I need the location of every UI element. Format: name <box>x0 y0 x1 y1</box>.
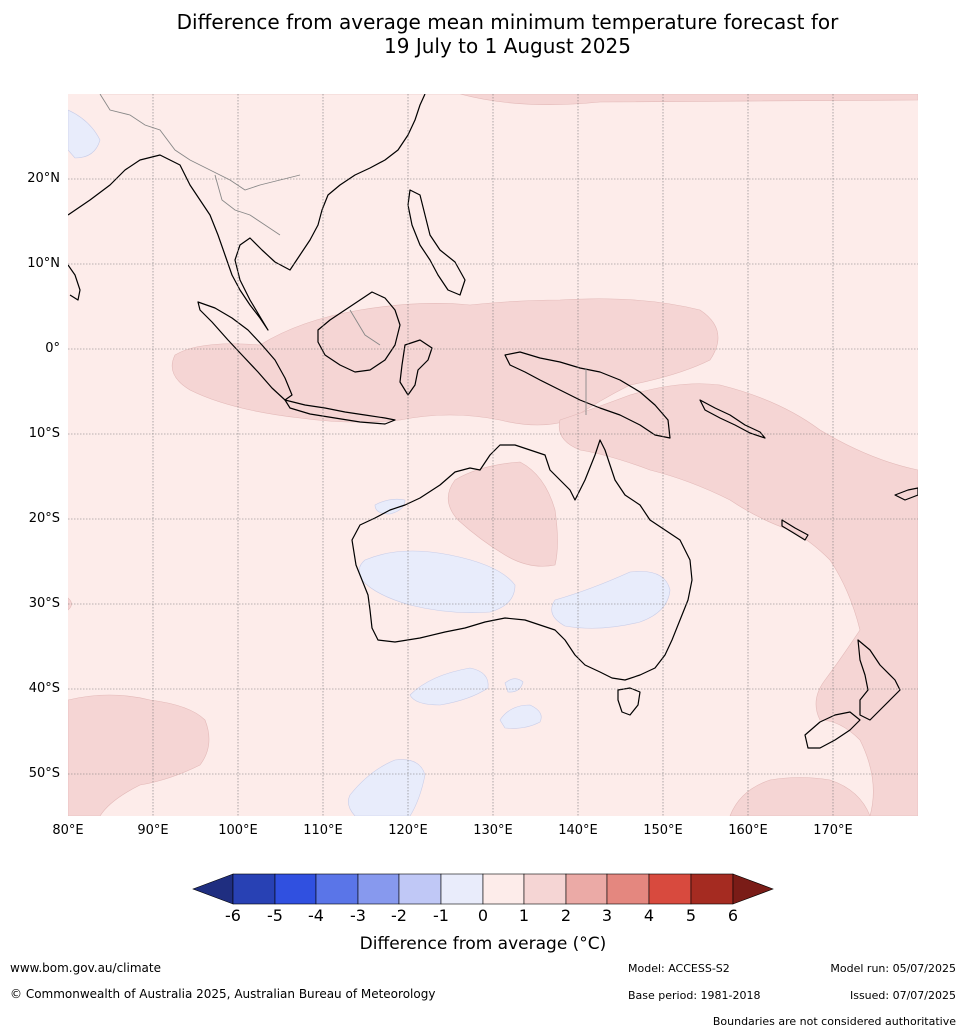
colorbar <box>192 873 774 905</box>
warm-anomaly-regions <box>68 94 918 816</box>
lon-label-140e: 140°E <box>558 823 598 838</box>
colorbar-bin <box>482 873 525 905</box>
lon-label-150e: 150°E <box>643 823 683 838</box>
colorbar-tick: -1 <box>433 906 449 925</box>
colorbar-tick: 2 <box>560 906 572 925</box>
tasmania-coast <box>617 687 641 716</box>
lon-label-100e: 100°E <box>218 823 258 838</box>
lat-label-40s: 40°S <box>28 681 60 696</box>
colorbar-bin <box>274 873 317 905</box>
cool-region-indian-ocean <box>374 498 406 515</box>
cool-region-south-australia <box>551 571 671 629</box>
warm-region-equatorial <box>171 298 719 426</box>
colorbar-tick: 3 <box>601 906 613 925</box>
sulawesi-coast <box>399 339 433 396</box>
lat-label-10s: 10°S <box>28 426 60 441</box>
cool-region-northwest <box>68 109 101 159</box>
boundaries-note: Boundaries are not considered authoritat… <box>712 1015 956 1028</box>
warm-region-southeast <box>729 777 871 816</box>
coastlines <box>68 94 918 749</box>
base-period: Base period: 1981-2018 <box>628 989 761 1002</box>
colorbar-bin <box>440 873 484 905</box>
philippines-coast <box>407 189 466 296</box>
model-run-date: Model run: 05/07/2025 <box>830 962 956 975</box>
colorbar-bin <box>398 873 442 905</box>
new-zealand-north <box>857 639 901 721</box>
warm-region-coral-sea-pacific <box>558 383 918 816</box>
lat-label-20n: 20°N <box>27 171 60 186</box>
warm-region-west-edge <box>68 597 72 611</box>
borneo-coast <box>317 291 401 373</box>
colorbar-tick: -2 <box>391 906 407 925</box>
colorbar-tick: 4 <box>643 906 655 925</box>
colorbar-label: Difference from average (°C) <box>359 934 607 954</box>
colorbar-tick: 1 <box>518 906 530 925</box>
website-link[interactable]: www.bom.gov.au/climate <box>10 961 161 975</box>
issued-date: Issued: 07/07/2025 <box>849 989 956 1002</box>
colorbar-tick: -4 <box>308 906 324 925</box>
lat-label-30s: 30°S <box>28 596 60 611</box>
colorbar-tick: 5 <box>685 906 697 925</box>
cool-region-south-of-australia <box>499 704 542 729</box>
india-coast <box>68 264 81 301</box>
colorbar-bin <box>523 873 567 905</box>
colorbar-min-extend <box>192 873 234 905</box>
colorbar-bin <box>648 873 692 905</box>
lon-label-120e: 120°E <box>388 823 428 838</box>
sumatra-coast <box>197 301 293 401</box>
lon-label-170e: 170°E <box>813 823 853 838</box>
colorbar-bin <box>565 873 608 905</box>
new-caledonia-coast <box>781 519 809 541</box>
colorbar-bin <box>232 873 276 905</box>
colorbar-max-extend <box>732 873 774 905</box>
lon-label-160e: 160°E <box>728 823 768 838</box>
colorbar-bin <box>606 873 650 905</box>
map-title: Difference from average mean minimum tem… <box>0 10 965 58</box>
colorbar-bin <box>357 873 400 905</box>
model-name: Model: ACCESS-S2 <box>628 962 730 975</box>
graticule <box>68 94 918 816</box>
solomon-islands-coast <box>699 399 766 439</box>
lat-label-20s: 20°S <box>28 511 60 526</box>
lon-label-130e: 130°E <box>473 823 513 838</box>
cool-region-bight-1 <box>409 667 489 706</box>
colorbar-tick: -5 <box>267 906 283 925</box>
fiji-coast <box>894 487 918 501</box>
lat-label-0: 0° <box>45 341 60 356</box>
lon-label-110e: 110°E <box>303 823 343 838</box>
lon-label-80e: 80°E <box>52 823 84 838</box>
warm-region-north-australia <box>447 461 558 567</box>
warm-region-north-pacific <box>100 94 918 105</box>
lat-label-10n: 10°N <box>27 256 60 271</box>
title-line-2: 19 July to 1 August 2025 <box>384 34 631 58</box>
new-zealand-south <box>804 711 861 749</box>
colorbar-tick: 6 <box>727 906 739 925</box>
copyright-text: © Commonwealth of Australia 2025, Austra… <box>10 987 436 1001</box>
colorbar-tick: -6 <box>225 906 241 925</box>
java-coast <box>284 399 396 425</box>
australia-coast <box>351 439 693 681</box>
lon-label-90e: 90°E <box>137 823 169 838</box>
colorbar-bin <box>315 873 359 905</box>
colorbar-tick: -3 <box>350 906 366 925</box>
lat-label-50s: 50°S <box>28 766 60 781</box>
colorbar-tick: 0 <box>477 906 489 925</box>
warm-region-southwest <box>68 694 210 816</box>
title-line-1: Difference from average mean minimum tem… <box>176 10 839 34</box>
cool-region-southern-ocean <box>348 759 426 816</box>
asia-mainland-coast <box>68 94 426 331</box>
colorbar-bin <box>690 873 734 905</box>
borders <box>99 94 587 415</box>
new-guinea-coast <box>504 351 671 439</box>
